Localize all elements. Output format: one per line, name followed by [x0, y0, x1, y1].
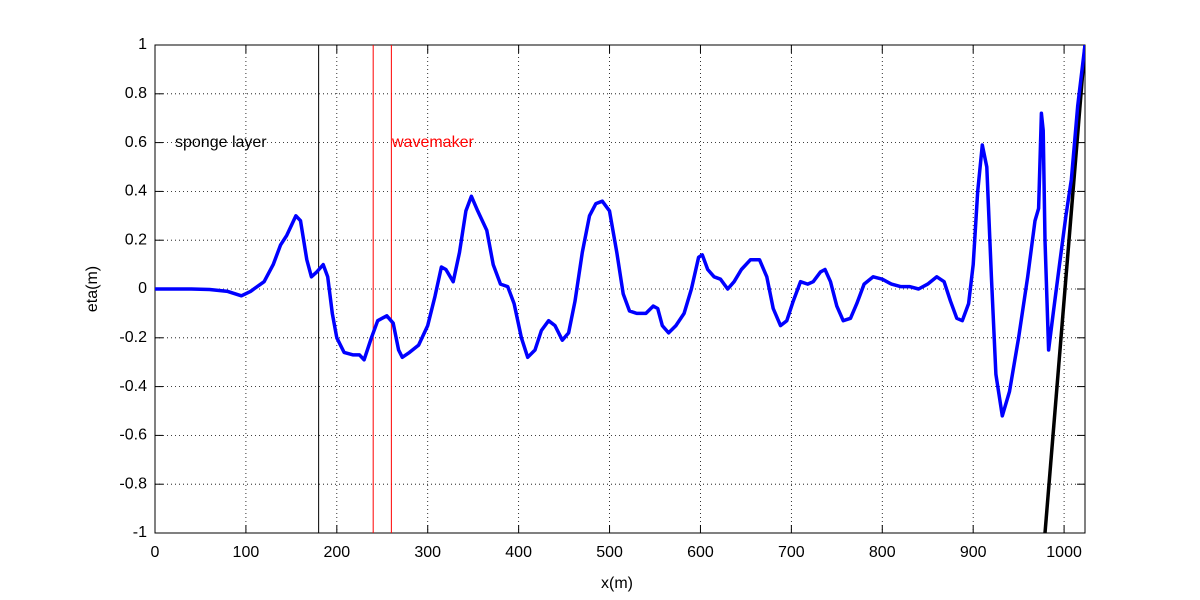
y-tick-label: -0.6: [119, 427, 147, 444]
y-tick-label: 0: [138, 280, 147, 297]
x-tick-label: 100: [233, 544, 260, 561]
x-tick-label: 900: [960, 544, 987, 561]
x-tick-label: 200: [323, 544, 350, 561]
y-axis-label: eta(m): [84, 266, 101, 312]
y-tick-label: -1: [133, 524, 147, 541]
y-tick-label: 1: [138, 36, 147, 53]
y-tick-label: 0.4: [125, 183, 147, 200]
annotation: sponge layer: [175, 134, 267, 151]
data-line: [155, 45, 1085, 418]
y-tick-label: 0.2: [125, 231, 147, 248]
x-tick-label: 600: [687, 544, 714, 561]
x-tick-label: 700: [778, 544, 805, 561]
y-tick-label: -0.4: [119, 378, 147, 395]
x-tick-label: 800: [869, 544, 896, 561]
x-tick-label: 400: [505, 544, 532, 561]
annotation: wavemaker: [391, 134, 474, 151]
y-tick-label: -0.8: [119, 475, 147, 492]
x-tick-label: 0: [151, 544, 160, 561]
x-tick-label: 300: [414, 544, 441, 561]
x-tick-label: 500: [596, 544, 623, 561]
y-tick-label: 0.8: [125, 85, 147, 102]
x-tick-label: 1000: [1046, 544, 1082, 561]
y-tick-label: 0.6: [125, 134, 147, 151]
y-tick-label: -0.2: [119, 329, 147, 346]
x-axis-label: x(m): [601, 575, 633, 592]
data-line: [1043, 45, 1085, 533]
